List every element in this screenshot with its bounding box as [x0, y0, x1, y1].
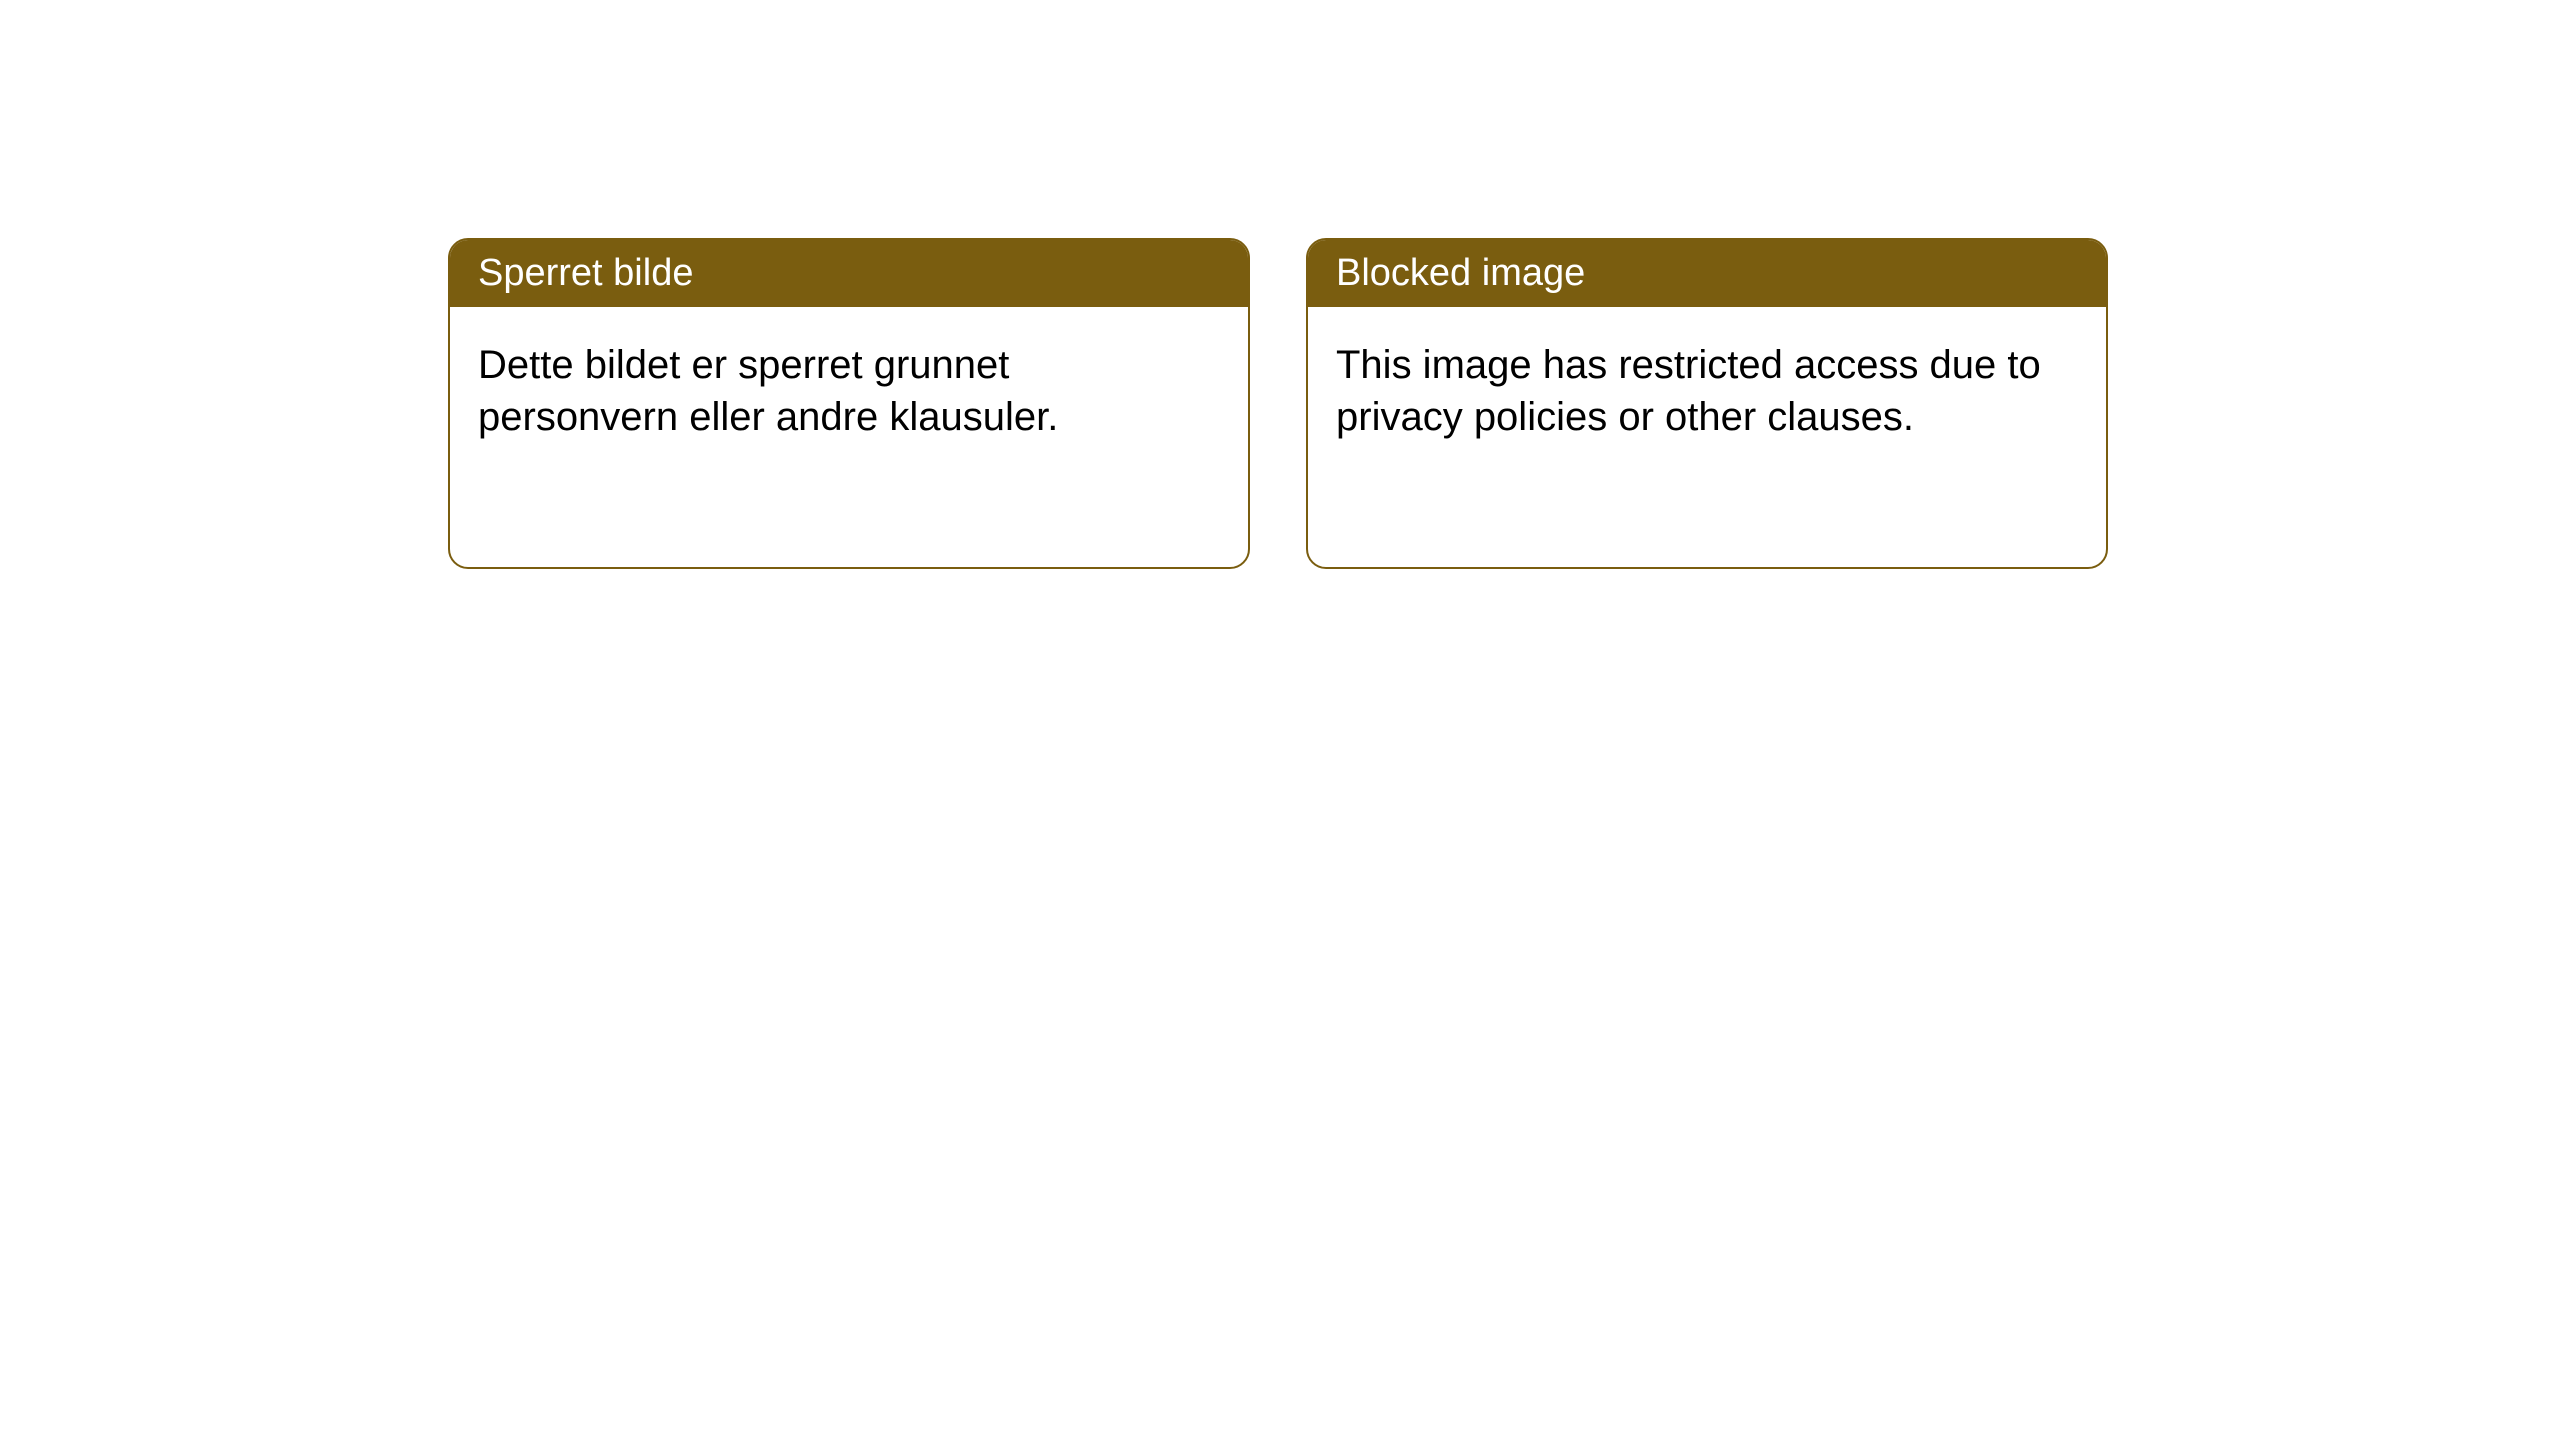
card-body: Dette bildet er sperret grunnet personve…	[450, 307, 1248, 567]
card-body: This image has restricted access due to …	[1308, 307, 2106, 567]
notice-cards-container: Sperret bilde Dette bildet er sperret gr…	[448, 238, 2108, 569]
notice-card-english: Blocked image This image has restricted …	[1306, 238, 2108, 569]
card-body-text: This image has restricted access due to …	[1336, 343, 2041, 439]
card-header: Blocked image	[1308, 240, 2106, 307]
card-body-text: Dette bildet er sperret grunnet personve…	[478, 343, 1058, 439]
card-header: Sperret bilde	[450, 240, 1248, 307]
notice-card-norwegian: Sperret bilde Dette bildet er sperret gr…	[448, 238, 1250, 569]
card-title: Sperret bilde	[478, 252, 693, 294]
card-title: Blocked image	[1336, 252, 1585, 294]
